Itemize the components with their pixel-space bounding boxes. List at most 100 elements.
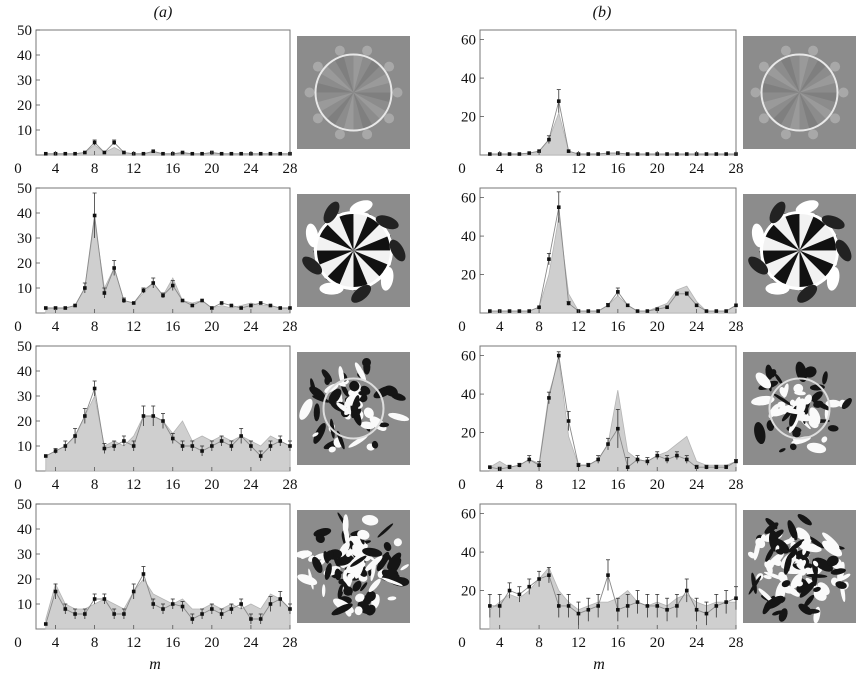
- data-point: [73, 151, 77, 156]
- data-point: [488, 604, 492, 608]
- data-point: [675, 604, 679, 608]
- ring-pattern-star-icon: [302, 200, 406, 303]
- x-tick-label: 4: [52, 635, 60, 651]
- y-tick-label: 40: [461, 387, 476, 403]
- data-point: [616, 290, 620, 294]
- y-zero-label: 0: [458, 635, 466, 651]
- data-point: [141, 414, 146, 418]
- data-point: [239, 602, 243, 606]
- data-point: [547, 396, 551, 400]
- data-point: [635, 152, 640, 156]
- data-point: [527, 457, 532, 462]
- y-tick-label: 60: [461, 191, 476, 207]
- y-tick-label: 60: [461, 507, 476, 523]
- x-tick-label: 16: [610, 635, 626, 651]
- x-tick-label: 28: [729, 635, 744, 651]
- thumbnail-a-1: [297, 36, 410, 149]
- data-point: [112, 444, 116, 448]
- x-tick-label: 8: [91, 161, 99, 177]
- data-point: [53, 306, 58, 310]
- data-point: [161, 293, 165, 298]
- x-tick-label: 12: [126, 635, 141, 651]
- data-point: [288, 306, 292, 310]
- data-point: [645, 604, 650, 608]
- data-point: [734, 459, 738, 464]
- data-point: [547, 137, 551, 142]
- column-label-a: (a): [153, 4, 173, 21]
- data-point: [268, 602, 273, 606]
- data-point: [219, 612, 224, 616]
- x-tick-label: 4: [52, 319, 60, 335]
- y-tick-label: 20: [461, 584, 476, 600]
- data-point: [724, 465, 728, 469]
- data-point: [210, 306, 214, 310]
- ring-pattern-faint-icon: [304, 45, 403, 140]
- x-tick-label: 24: [243, 161, 259, 177]
- data-point: [488, 152, 492, 156]
- data-point: [684, 291, 689, 296]
- data-point: [665, 152, 669, 156]
- data-point: [210, 607, 214, 611]
- data-point: [180, 150, 185, 155]
- y-tick-label: 40: [461, 71, 476, 87]
- data-point: [102, 446, 107, 451]
- data-point: [229, 303, 234, 308]
- data-point: [576, 463, 581, 468]
- data-point: [258, 454, 263, 458]
- data-point: [616, 426, 620, 431]
- y-tick-label: 10: [17, 597, 32, 613]
- y-tick-label: 60: [461, 349, 476, 365]
- turbulent-ring-icon: [299, 358, 410, 453]
- data-point: [131, 589, 136, 594]
- data-point: [606, 573, 610, 577]
- thumbnail-a-4: [297, 510, 410, 623]
- data-point: [249, 303, 253, 308]
- y-tick-label: 20: [461, 426, 476, 442]
- data-point: [655, 604, 660, 608]
- mean-line: [45, 572, 291, 625]
- data-point: [83, 286, 87, 290]
- data-point: [219, 151, 224, 156]
- ring-pattern-faint-icon: [750, 45, 849, 140]
- data-point: [527, 584, 532, 589]
- data-point: [517, 592, 522, 597]
- data-point: [547, 257, 551, 261]
- thumbnail-a-3: [297, 352, 410, 465]
- data-point: [488, 465, 492, 469]
- y-tick-label: 60: [461, 33, 476, 49]
- data-point: [537, 577, 541, 581]
- data-point: [704, 465, 709, 469]
- x-tick-label: 28: [729, 477, 744, 493]
- x-tick-label: 24: [689, 319, 705, 335]
- x-tick-label: 8: [535, 635, 543, 651]
- y-tick-label: 20: [17, 98, 32, 114]
- x-tick-label: 12: [126, 477, 141, 493]
- data-point: [43, 306, 48, 310]
- data-point: [665, 457, 669, 462]
- plot-frame: [35, 29, 291, 156]
- data-point: [655, 453, 660, 458]
- data-point: [180, 604, 185, 609]
- data-point: [586, 463, 591, 468]
- data-point: [606, 303, 610, 308]
- turbulent-ring-icon: [751, 361, 852, 454]
- data-point: [527, 151, 532, 155]
- data-point: [635, 309, 640, 313]
- data-point: [112, 266, 116, 270]
- data-point: [180, 298, 185, 303]
- data-point: [596, 604, 600, 608]
- data-point: [239, 151, 243, 156]
- data-point: [596, 309, 600, 313]
- data-point: [122, 298, 126, 303]
- x-tick-label: 16: [165, 319, 181, 335]
- data-point: [724, 309, 728, 313]
- x-tick-label: 8: [535, 477, 543, 493]
- x-tick-label: 4: [52, 477, 60, 493]
- data-point: [190, 617, 195, 621]
- data-point: [694, 303, 699, 308]
- x-tick-label: 16: [165, 161, 181, 177]
- data-point: [635, 600, 640, 604]
- x-tick-label: 24: [689, 477, 705, 493]
- data-point: [239, 434, 243, 438]
- data-point: [53, 449, 58, 453]
